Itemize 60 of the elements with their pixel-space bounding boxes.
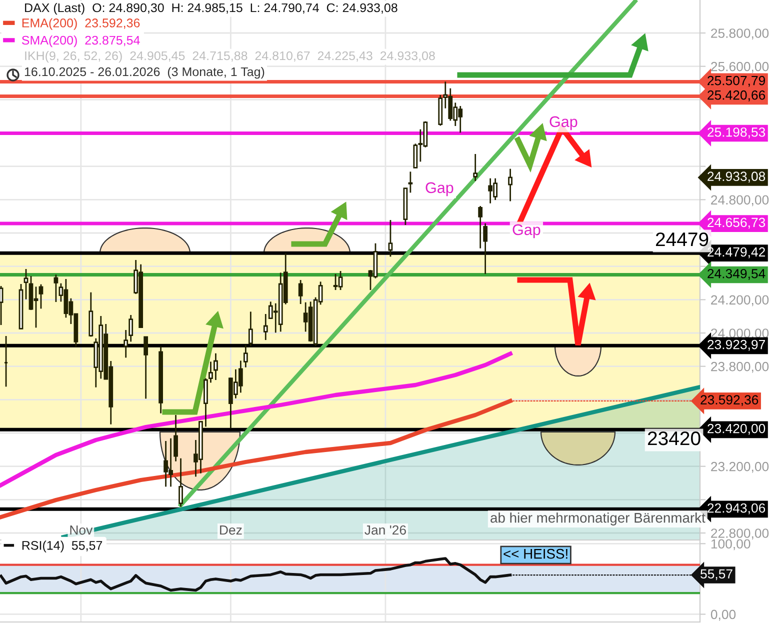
y-tick-label: 24.200,00 [711, 295, 769, 306]
annotation: ab hier mehrmonatiger Bärenmarkt [490, 512, 706, 526]
data-label: 23.592,36 [700, 395, 758, 406]
y-tick-label: 22.800,00 [711, 528, 769, 540]
candlestick [248, 310, 253, 347]
legend-label: EMA(200) 23.592,36 [22, 18, 140, 30]
candlestick [408, 170, 413, 194]
candlestick [388, 219, 393, 258]
data-label: 55,57 [700, 569, 732, 580]
candlestick [243, 344, 248, 368]
annotation: IKH(9, 26, 52, 26) 24.905,45 24.715,88 24.810,67 24.225,43 24.933,08 [25, 51, 435, 63]
candlestick [178, 458, 183, 508]
legend-label: RSI(14) 55,57 [22, 540, 102, 552]
candlestick [124, 329, 128, 358]
candlestick [24, 268, 28, 300]
ref-line-label: 25.198,53 [708, 127, 766, 138]
y-tick-label: 0,00 [710, 610, 736, 621]
text: 16.10.2025 - 26.01.2026 (3 Monate, 1 Tag) [24, 67, 264, 79]
text: 24.933,08 [708, 172, 766, 183]
candlestick [204, 378, 208, 428]
candlestick [54, 274, 58, 303]
annotation: Gap [550, 116, 578, 130]
y-tick-label: 100,00 [711, 539, 750, 550]
ref-line-label: 23.420,00 [708, 424, 766, 435]
ref-line-label: 22.943,06 [708, 503, 766, 514]
annotation: 23420 [648, 431, 700, 446]
candlestick [478, 205, 483, 250]
candlestick [473, 153, 478, 182]
candlestick [208, 360, 213, 384]
legend-label: SMA(200) 23.875,54 [22, 35, 140, 48]
candlestick [508, 168, 512, 202]
candlestick [174, 414, 178, 462]
candlestick [144, 336, 148, 400]
candlestick [128, 314, 134, 342]
x-tick-label: Nov [70, 525, 93, 535]
ref-line-label: 24.349,54 [708, 268, 766, 280]
ref-line-label: 25.507,79 [708, 76, 766, 87]
candlestick [483, 222, 488, 275]
y-tick-label: 25.800,00 [711, 28, 769, 40]
annotation: Gap [426, 182, 454, 196]
annotation: 24479 [656, 232, 708, 246]
candlestick [0, 285, 4, 326]
annotation: << HEISS! [504, 548, 568, 559]
chart-title: DAX (Last) O: 24.890,30 H: 24.985,15 L: 24.790,74 C: 24.933,08 [25, 3, 398, 15]
x-tick-label: Jan '26 [364, 525, 406, 535]
ref-line-label: 24.479,42 [708, 247, 765, 258]
ref-line-label: 25.420,66 [708, 90, 766, 102]
y-tick-label: 23.200,00 [711, 462, 769, 473]
y-tick-label: 23.800,00 [711, 362, 769, 373]
y-tick-label: 25.600,00 [711, 62, 769, 73]
candlestick [214, 352, 218, 381]
x-tick-label: Dez [220, 525, 242, 535]
ref-line-label: 24.656,73 [708, 218, 766, 229]
annotation: Gap [512, 224, 540, 238]
candlestick [298, 279, 303, 305]
candlestick [263, 313, 268, 341]
y-tick-label: 24.800,00 [711, 195, 769, 206]
candlestick [38, 284, 44, 310]
ref-line-label: 23.923,97 [708, 340, 765, 351]
line-series [0, 352, 512, 488]
